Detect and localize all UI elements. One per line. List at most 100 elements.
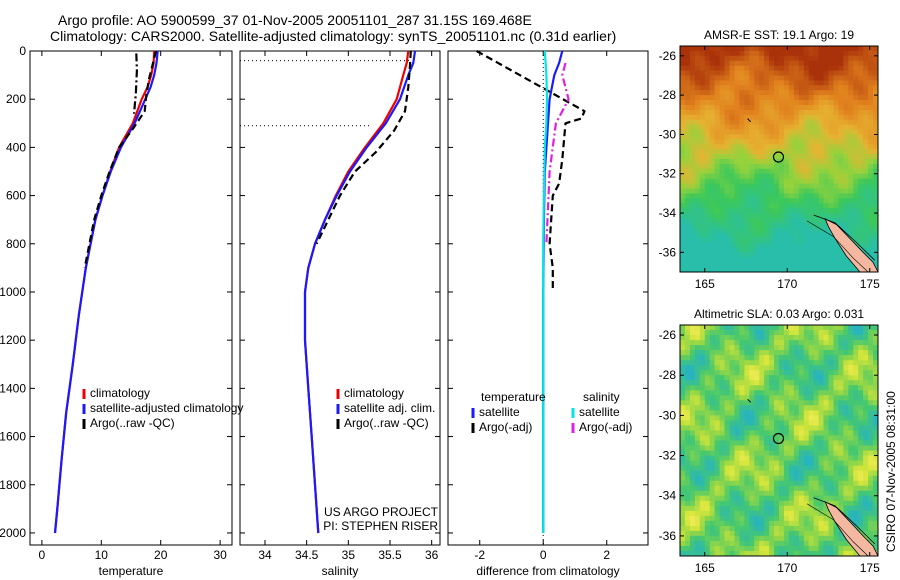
map-cell: [808, 232, 815, 238]
map-cell: [769, 119, 775, 125]
map-cell: [734, 119, 740, 125]
map-cell: [868, 46, 874, 52]
map-cell: [680, 400, 686, 406]
map-cell: [759, 525, 765, 532]
map-cell: [694, 415, 701, 421]
map-cell: [813, 139, 819, 145]
map-cell: [868, 405, 874, 411]
map-cell: [680, 410, 686, 416]
map-cell: [823, 470, 829, 476]
map-cell: [739, 114, 745, 121]
map-cell: [793, 330, 800, 336]
map-cell: [858, 85, 864, 91]
map-cell: [833, 380, 839, 386]
y-tick-label: -28: [659, 88, 677, 102]
map-cell: [833, 460, 839, 466]
map-cell: [749, 65, 755, 71]
map-cell: [734, 540, 740, 547]
map-cell: [774, 435, 780, 441]
map-cell: [818, 237, 824, 243]
map-cell: [858, 475, 864, 482]
map-cell: [798, 208, 805, 214]
map-cell: [784, 168, 790, 175]
map-cell: [744, 485, 750, 492]
map-cell: [828, 247, 834, 253]
map-cell: [803, 80, 810, 86]
map-cell: [685, 124, 691, 130]
map-cell: [868, 95, 874, 101]
map-cell: [823, 232, 829, 238]
map-cell: [689, 114, 696, 121]
map-cell: [863, 188, 869, 194]
map-cell: [848, 380, 854, 386]
map-cell: [685, 203, 691, 209]
map-cell: [689, 385, 696, 391]
x-tick-label: 170: [777, 277, 797, 291]
map-cell: [808, 242, 815, 248]
map-cell: [873, 335, 879, 341]
map-cell: [853, 227, 859, 234]
map-cell: [719, 178, 725, 184]
map-cell: [803, 370, 810, 376]
map-cell: [739, 435, 745, 441]
map-cell: [764, 470, 770, 476]
map-cell: [749, 70, 755, 76]
map-cell: [714, 257, 720, 263]
map-cell: [818, 100, 824, 106]
map-cell: [719, 208, 725, 214]
map-cell: [784, 46, 790, 52]
map-cell: [709, 80, 716, 86]
map-cell: [784, 114, 790, 121]
map-cell: [798, 360, 805, 366]
map-cell: [724, 540, 730, 547]
map-cell: [739, 222, 745, 229]
map-cell: [848, 510, 854, 517]
map-cell: [680, 193, 686, 199]
y-tick-label: 400: [6, 140, 26, 154]
map-cell: [764, 252, 770, 258]
map-cell: [719, 252, 725, 258]
map-cell: [680, 445, 686, 451]
map-cell: [724, 405, 730, 411]
map-cell: [744, 65, 750, 71]
map-cell: [764, 267, 770, 273]
map-cell: [734, 247, 740, 253]
map-cell: [779, 55, 785, 62]
map-cell: [714, 65, 720, 71]
map-cell: [813, 365, 819, 371]
map-cell: [853, 365, 859, 371]
map-cell: [823, 75, 829, 81]
map-cell: [749, 420, 755, 426]
map-cell: [779, 154, 785, 160]
map-cell: [714, 100, 720, 106]
map-cell: [803, 208, 810, 214]
map-cell: [759, 267, 765, 273]
map-cell: [719, 490, 725, 497]
map-cell: [843, 203, 849, 209]
map-cell: [863, 134, 869, 140]
map-cell: [724, 46, 730, 52]
map-cell: [828, 203, 834, 209]
map-cell: [694, 119, 701, 125]
map-cell: [779, 340, 785, 346]
map-cell: [729, 188, 735, 194]
map-cell: [808, 490, 815, 497]
map-cell: [685, 134, 691, 140]
map-cell: [848, 198, 854, 204]
map-cell: [685, 70, 691, 76]
map-cell: [699, 100, 706, 106]
map-cell: [724, 163, 730, 170]
map-cell: [709, 360, 716, 366]
map-cell: [868, 470, 874, 476]
map-cell: [828, 546, 834, 552]
map-cell: [793, 222, 800, 229]
map-cell: [828, 480, 834, 487]
map-cell: [838, 100, 844, 106]
map-cell: [680, 450, 686, 456]
map-cell: [863, 470, 869, 476]
map-cell: [719, 242, 725, 248]
map-cell: [699, 222, 706, 229]
map-cell: [813, 330, 819, 336]
map-cell: [853, 109, 859, 116]
map-cell: [779, 90, 785, 96]
